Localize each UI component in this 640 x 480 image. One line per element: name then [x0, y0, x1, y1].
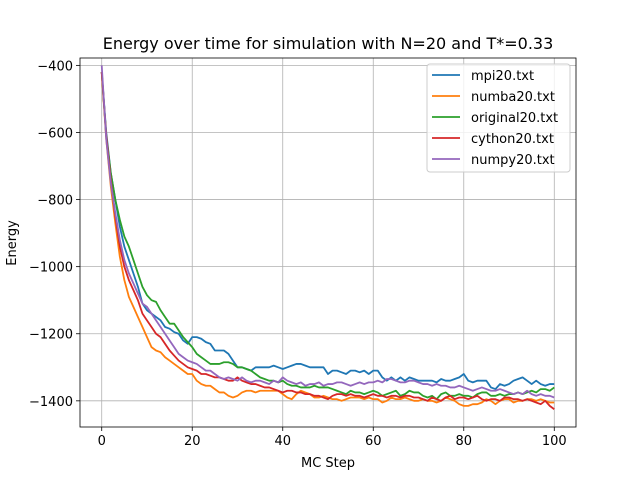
- y-tick-label: −800: [37, 194, 73, 209]
- x-tick-label: 0: [98, 434, 106, 449]
- y-tick-label: −400: [37, 59, 73, 74]
- y-tick-label: −1000: [29, 261, 73, 276]
- legend-label: mpi20.txt: [471, 69, 534, 84]
- y-tick-label: −600: [37, 126, 73, 141]
- x-tick-label: 60: [365, 434, 382, 449]
- legend-label: numba20.txt: [471, 90, 555, 105]
- legend-label: cython20.txt: [471, 132, 554, 147]
- x-tick-label: 20: [184, 434, 201, 449]
- y-tick-label: −1200: [29, 328, 73, 343]
- series-lines: [100, 65, 555, 410]
- plot-frame: [79, 57, 577, 428]
- x-axis-label: MC Step: [301, 456, 355, 471]
- y-tick-label: −1400: [29, 395, 73, 410]
- chart-title: Energy over time for simulation with N=2…: [103, 34, 554, 53]
- legend-box: [426, 63, 571, 173]
- ticks: 0 20 40 60 80 100 −400 −600 −800 −1000 −1200 −1400: [29, 59, 567, 449]
- legend-label: original20.txt: [471, 111, 558, 126]
- series-line-original20: [100, 72, 555, 401]
- x-tick-label: 80: [455, 434, 472, 449]
- legend-label: numpy20.txt: [471, 153, 555, 168]
- series-line-numba20: [100, 72, 555, 407]
- series-line-numpy20: [100, 65, 555, 399]
- x-tick-label: 40: [274, 434, 291, 449]
- x-tick-label: 100: [542, 434, 567, 449]
- y-axis-label: Energy: [5, 220, 20, 266]
- legend: mpi20.txt numba20.txt original20.txt cython…: [426, 63, 571, 173]
- series-line-mpi20: [100, 72, 555, 390]
- series-line-cython20: [100, 72, 555, 410]
